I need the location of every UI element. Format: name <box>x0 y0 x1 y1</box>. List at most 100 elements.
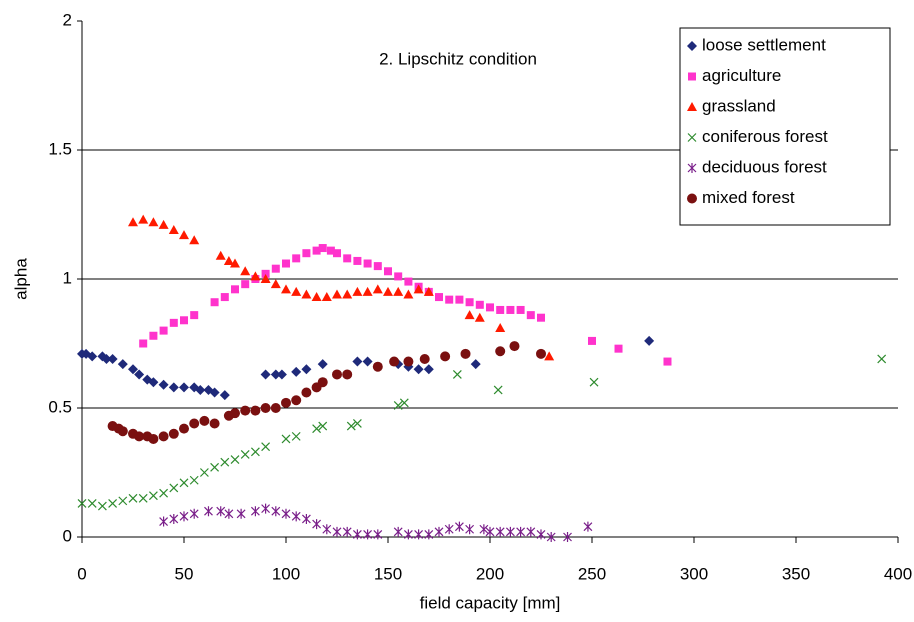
point <box>475 300 484 309</box>
point <box>465 524 475 535</box>
point <box>260 274 271 283</box>
y-axis-label: alpha <box>11 258 30 300</box>
point <box>393 526 403 537</box>
annotation: 2. Lipschitz condition <box>379 49 537 68</box>
point <box>352 356 363 367</box>
legend-label: mixed forest <box>702 188 795 207</box>
point <box>77 499 87 508</box>
point <box>546 532 556 542</box>
point <box>485 526 495 537</box>
point <box>179 423 189 434</box>
y-tick-label: 1 <box>63 268 72 287</box>
point <box>352 419 362 428</box>
point <box>474 312 485 322</box>
legend-marker <box>687 193 697 204</box>
point <box>215 250 226 260</box>
point <box>291 431 301 441</box>
x-tick-label: 400 <box>884 564 912 583</box>
point <box>363 259 372 268</box>
point <box>240 405 251 416</box>
point <box>117 359 128 370</box>
point <box>423 364 434 375</box>
point <box>169 513 179 524</box>
point <box>877 354 887 364</box>
point <box>148 433 159 444</box>
point <box>158 219 169 229</box>
point <box>435 293 443 302</box>
x-tick-label: 50 <box>175 564 194 583</box>
point <box>444 524 454 535</box>
point <box>250 506 260 517</box>
point <box>190 311 199 320</box>
point <box>544 351 555 361</box>
point <box>291 511 301 522</box>
point <box>505 526 515 537</box>
point <box>346 421 356 431</box>
point <box>372 361 383 372</box>
point <box>452 370 462 379</box>
point <box>311 292 322 302</box>
legend-marker <box>687 41 697 51</box>
point <box>373 529 383 540</box>
point <box>179 478 189 488</box>
point <box>138 214 149 224</box>
point <box>342 369 353 380</box>
point <box>240 450 250 459</box>
point <box>101 353 112 364</box>
y-tick-label: 0 <box>63 526 72 545</box>
legend-label: loose settlement <box>702 35 826 54</box>
point <box>241 280 250 289</box>
point <box>179 230 189 240</box>
point <box>281 284 291 294</box>
point <box>403 289 414 299</box>
point <box>230 455 240 465</box>
point <box>413 364 424 375</box>
point <box>204 506 213 517</box>
point <box>470 359 481 370</box>
point <box>424 529 434 540</box>
point <box>199 415 210 426</box>
point <box>343 254 352 263</box>
point <box>168 224 179 234</box>
point <box>332 526 342 537</box>
point <box>526 526 536 537</box>
point <box>158 379 169 390</box>
x-tick-label: 100 <box>272 564 300 583</box>
point <box>134 369 145 380</box>
point <box>526 311 535 320</box>
point <box>220 293 229 302</box>
point <box>495 346 506 357</box>
x-tick-label: 0 <box>77 564 86 583</box>
point <box>536 348 546 359</box>
point <box>159 516 169 527</box>
point <box>352 286 363 296</box>
point <box>148 217 159 227</box>
point <box>317 377 328 388</box>
point <box>332 369 342 380</box>
point <box>282 259 290 268</box>
y-tick-label: 0.5 <box>48 397 72 416</box>
point <box>383 286 393 296</box>
point <box>276 369 287 380</box>
point <box>423 286 434 296</box>
point <box>271 506 281 517</box>
point <box>301 364 312 375</box>
point <box>291 366 302 377</box>
point <box>168 428 179 439</box>
point <box>230 408 240 419</box>
point <box>460 348 471 359</box>
point <box>563 532 572 542</box>
point <box>317 359 328 370</box>
point <box>179 511 189 522</box>
point <box>224 508 234 519</box>
point <box>301 513 311 524</box>
point <box>454 521 464 532</box>
x-tick-label: 250 <box>578 564 606 583</box>
point <box>250 271 261 281</box>
point <box>108 499 118 508</box>
x-axis-label: field capacity [mm] <box>420 593 561 612</box>
point <box>292 254 301 263</box>
point <box>210 462 220 472</box>
point <box>516 526 526 537</box>
point <box>495 323 506 333</box>
